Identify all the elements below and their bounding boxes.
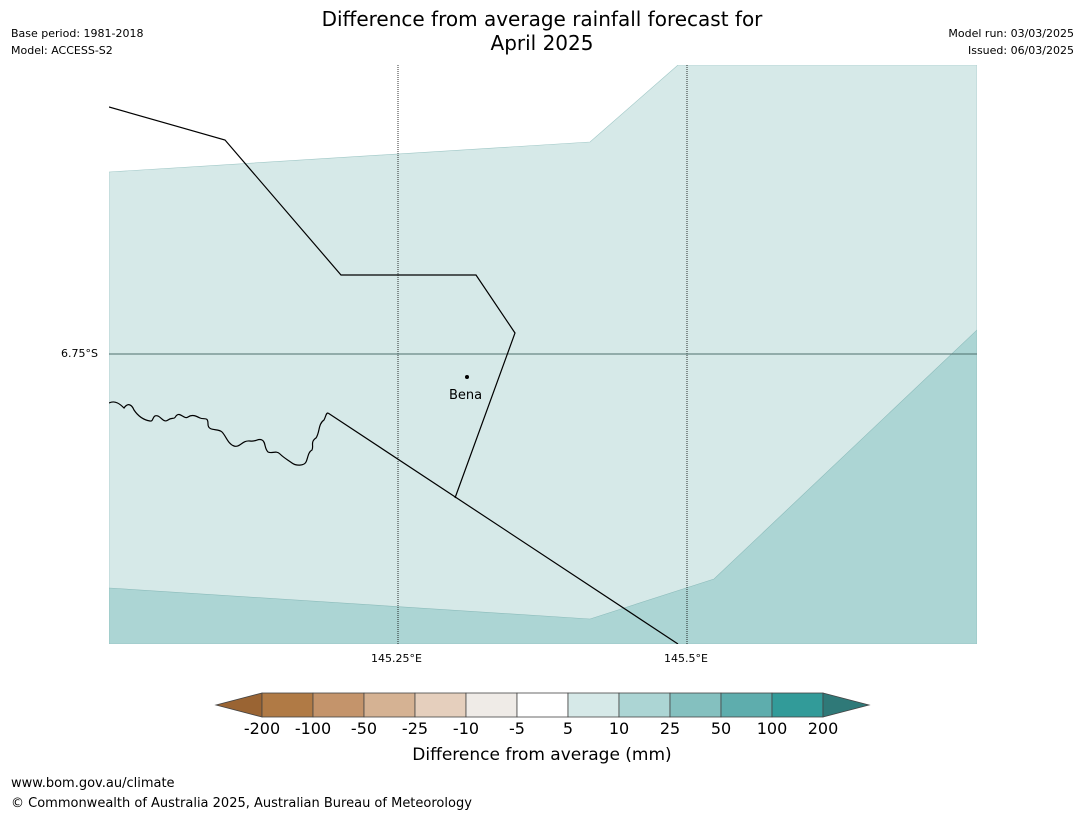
colorbar-box <box>567 692 620 718</box>
map-title: Difference from average rainfall forecas… <box>242 7 842 55</box>
colorbar-extend-high <box>822 692 871 718</box>
issued-text: Issued: 06/03/2025 <box>967 44 1074 57</box>
header-left: Base period: 1981-2018 Model: ACCESS-S2 <box>11 25 143 59</box>
title-line-2: April 2025 <box>490 31 594 55</box>
colorbar-tick-label: 100 <box>756 719 788 738</box>
latitude-label: 6.75°S <box>61 347 98 360</box>
city-marker <box>465 375 469 379</box>
colorbar-label: Difference from average (mm) <box>412 745 672 765</box>
district-boundary <box>109 106 516 499</box>
footer-url[interactable]: www.bom.gov.au/climate <box>11 776 175 791</box>
colorbar-box <box>516 692 569 718</box>
colorbar-tick-label: 25 <box>659 719 681 738</box>
colorbar-boxes <box>214 692 871 718</box>
colorbar-tick-label: -5 <box>509 719 525 738</box>
colorbar-tick-label: -200 <box>243 719 281 738</box>
colorbar-tick-label: -100 <box>294 719 332 738</box>
river-line <box>109 401 329 466</box>
colorbar-tick-label: -50 <box>350 719 378 738</box>
model-text: Model: ACCESS-S2 <box>11 44 113 57</box>
colorbar-box <box>363 692 416 718</box>
footer-copyright: © Commonwealth of Australia 2025, Austra… <box>11 796 472 811</box>
colorbar-box <box>669 692 722 718</box>
longitude-label-2: 145.5°E <box>664 652 708 665</box>
title-line-1: Difference from average rainfall forecas… <box>321 7 763 31</box>
colorbar-tick-label: -25 <box>401 719 429 738</box>
colorbar-box <box>312 692 365 718</box>
colorbar-tick-label: 200 <box>807 719 839 738</box>
colorbar-box <box>261 692 314 718</box>
colorbar-box <box>618 692 671 718</box>
model-run-text: Model run: 03/03/2025 <box>948 27 1074 40</box>
district-boundary-south <box>327 412 679 644</box>
map-layers <box>109 65 977 644</box>
colorbar <box>214 692 871 718</box>
city-label: Bena <box>449 388 483 403</box>
colorbar-tick-label: 50 <box>710 719 732 738</box>
colorbar-box <box>414 692 467 718</box>
colorbar-extend-low <box>214 692 263 718</box>
header-right: Model run: 03/03/2025 Issued: 06/03/2025 <box>948 25 1074 59</box>
colorbar-box <box>720 692 773 718</box>
longitude-label-1: 145.25°E <box>371 652 422 665</box>
colorbar-tick-label: 5 <box>562 719 574 738</box>
region-25-50-band <box>109 329 977 644</box>
base-period-text: Base period: 1981-2018 <box>11 27 144 40</box>
colorbar-tick-label: -10 <box>452 719 480 738</box>
colorbar-tick-label: 10 <box>608 719 630 738</box>
colorbar-box <box>465 692 518 718</box>
colorbar-box <box>771 692 824 718</box>
